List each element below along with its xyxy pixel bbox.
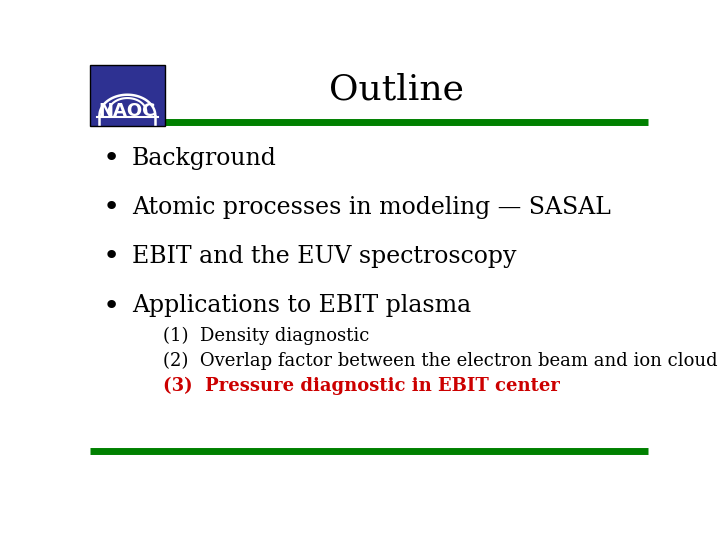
Text: •: • xyxy=(102,242,120,271)
Text: Background: Background xyxy=(132,147,276,170)
Text: (1)  Density diagnostic: (1) Density diagnostic xyxy=(163,326,369,345)
FancyBboxPatch shape xyxy=(90,65,166,126)
Text: •: • xyxy=(102,292,120,320)
Text: Applications to EBIT plasma: Applications to EBIT plasma xyxy=(132,294,471,317)
Text: •: • xyxy=(102,144,120,172)
Text: (3)  Pressure diagnostic in EBIT center: (3) Pressure diagnostic in EBIT center xyxy=(163,376,559,395)
Text: Atomic processes in modeling — SASAL: Atomic processes in modeling — SASAL xyxy=(132,196,611,219)
Text: EBIT and the EUV spectroscopy: EBIT and the EUV spectroscopy xyxy=(132,245,516,268)
Text: NAOC: NAOC xyxy=(99,102,156,119)
Text: Outline: Outline xyxy=(330,73,464,107)
Text: •: • xyxy=(102,193,120,221)
Text: (2)  Overlap factor between the electron beam and ion cloud: (2) Overlap factor between the electron … xyxy=(163,352,717,369)
